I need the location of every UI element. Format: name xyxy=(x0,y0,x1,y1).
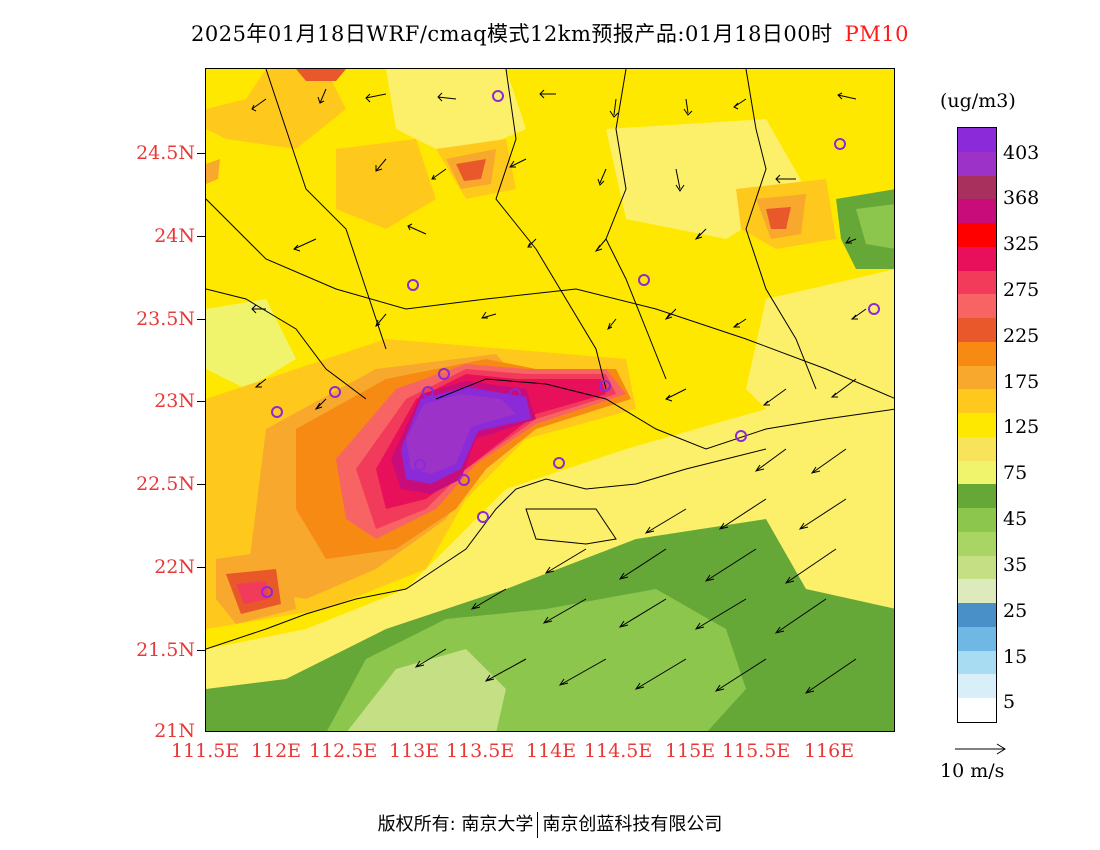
colorbar xyxy=(957,127,997,723)
colorbar-swatch xyxy=(958,531,996,556)
colorbar-swatch xyxy=(958,674,996,698)
y-tick-label: 22N xyxy=(154,556,195,578)
y-tick-label: 21N xyxy=(154,720,195,742)
x-tick-label: 111.5E xyxy=(171,740,240,762)
x-tick-label: 115.5E xyxy=(722,740,791,762)
colorbar-label: 275 xyxy=(1003,279,1040,301)
colorbar-label: 325 xyxy=(1003,233,1040,255)
colorbar-label: 125 xyxy=(1003,416,1040,438)
y-tick xyxy=(197,153,205,154)
colorbar-label: 225 xyxy=(1003,325,1040,347)
colorbar-label: 25 xyxy=(1003,600,1028,622)
wind-vector-arrow xyxy=(955,743,1006,755)
colorbar-swatch xyxy=(958,626,996,651)
x-tick-label: 114.5E xyxy=(584,740,653,762)
colorbar-label: 75 xyxy=(1003,462,1028,484)
colorbar-label: 15 xyxy=(1003,646,1028,668)
colorbar-swatch xyxy=(958,460,996,485)
copyright-company: 南京创蓝科技有限公司 xyxy=(542,814,723,835)
colorbar-label: 5 xyxy=(1003,691,1016,713)
y-tick-label: 21.5N xyxy=(136,639,195,661)
colorbar-swatch xyxy=(958,436,996,461)
colorbar-swatch xyxy=(958,294,996,318)
colorbar-swatch xyxy=(958,555,996,580)
colorbar-swatch xyxy=(958,175,996,200)
colorbar-swatch xyxy=(958,128,996,152)
x-tick-label: 113.5E xyxy=(446,740,515,762)
colorbar-swatch xyxy=(958,413,996,437)
x-tick-label: 112E xyxy=(251,740,302,762)
y-tick xyxy=(197,236,205,237)
variable-name: PM10 xyxy=(844,22,910,46)
colorbar-swatch xyxy=(958,151,996,176)
colorbar-swatch xyxy=(958,650,996,675)
colorbar-swatch xyxy=(958,270,996,295)
map-title: 2025年01月18日WRF/cmaq模式12km预报产品:01月18日00时 P… xyxy=(0,18,1100,48)
colorbar-swatch xyxy=(958,389,996,413)
copyright-owner: 版权所有: 南京大学 xyxy=(377,814,534,835)
colorbar-label: 35 xyxy=(1003,554,1028,576)
y-tick xyxy=(197,650,205,651)
y-tick xyxy=(197,319,205,320)
colorbar-swatch xyxy=(958,365,996,390)
y-tick-label: 24N xyxy=(154,225,195,247)
x-tick-label: 113E xyxy=(389,740,440,762)
colorbar-swatch xyxy=(958,223,996,247)
wind-vector-legend-label: 10 m/s xyxy=(940,760,1005,782)
colorbar-label: 45 xyxy=(1003,508,1028,530)
y-tick xyxy=(197,567,205,568)
y-tick xyxy=(197,484,205,485)
colorbar-swatch xyxy=(958,484,996,508)
colorbar-label: 175 xyxy=(1003,371,1040,393)
x-tick-label: 112.5E xyxy=(309,740,378,762)
concentration-field xyxy=(206,69,894,731)
colorbar-swatch xyxy=(958,579,996,603)
colorbar-swatch xyxy=(958,341,996,366)
colorbar-swatch xyxy=(958,603,996,627)
y-tick-label: 23.5N xyxy=(136,308,195,330)
colorbar-swatch xyxy=(958,246,996,271)
y-tick-label: 24.5N xyxy=(136,142,195,164)
colorbar-label: 403 xyxy=(1003,142,1040,164)
colorbar-swatch xyxy=(958,698,996,722)
pm10-forecast-map[interactable] xyxy=(205,68,895,732)
colorbar-unit: (ug/m3) xyxy=(940,90,1016,112)
x-tick-label: 114E xyxy=(526,740,577,762)
colorbar-swatch xyxy=(958,318,996,342)
y-tick xyxy=(197,401,205,402)
colorbar-swatch xyxy=(958,199,996,223)
y-tick-label: 22.5N xyxy=(136,473,195,495)
title-text: 2025年01月18日WRF/cmaq模式12km预报产品:01月18日00时 xyxy=(190,22,833,46)
colorbar-swatch xyxy=(958,508,996,532)
x-tick-label: 116E xyxy=(804,740,855,762)
colorbar-label: 368 xyxy=(1003,187,1040,209)
copyright: 版权所有: 南京大学 南京创蓝科技有限公司 xyxy=(0,810,1100,838)
x-tick-label: 115E xyxy=(665,740,716,762)
copyright-divider xyxy=(537,812,539,838)
y-tick-label: 23N xyxy=(154,390,195,412)
